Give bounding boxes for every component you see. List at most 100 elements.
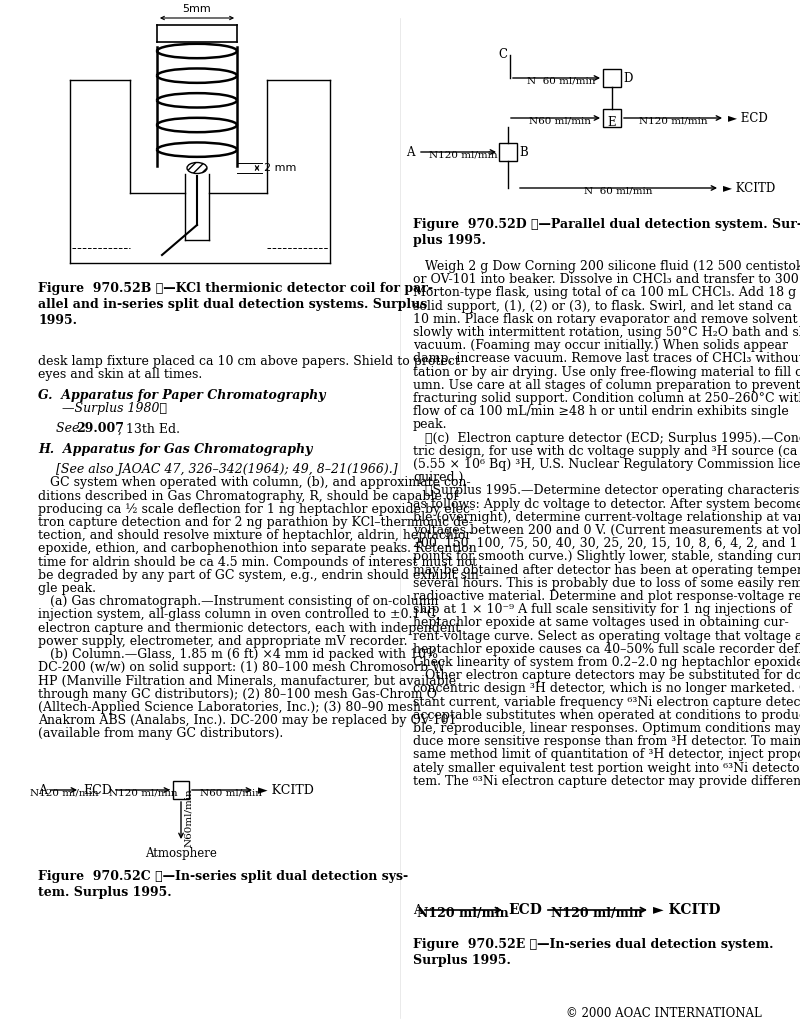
Bar bbox=[499, 143, 517, 161]
Text: (a) Gas chromatograph.—Instrument consisting of on-column: (a) Gas chromatograph.—Instrument consis… bbox=[38, 596, 438, 608]
Text: (5.55 × 10⁶ Bq) ³H, U.S. Nuclear Regulatory Commission license is re-: (5.55 × 10⁶ Bq) ³H, U.S. Nuclear Regulat… bbox=[413, 458, 800, 471]
Text: time for aldrin should be ca 4.5 min. Compounds of interest must not: time for aldrin should be ca 4.5 min. Co… bbox=[38, 555, 477, 569]
Bar bbox=[603, 109, 621, 127]
Text: ► KCITD: ► KCITD bbox=[723, 181, 775, 195]
Text: as follows: Apply dc voltage to detector. After system becomes sta-: as follows: Apply dc voltage to detector… bbox=[413, 497, 800, 511]
Text: A: A bbox=[413, 903, 422, 917]
Text: —Surplus 1980★: —Surplus 1980★ bbox=[38, 402, 167, 414]
Text: Anakrom ABS (Analabs, Inc.). DC-200 may be replaced by OV-101: Anakrom ABS (Analabs, Inc.). DC-200 may … bbox=[38, 714, 457, 727]
Text: ★(c)  Electron capture detector (ECD; Surplus 1995).—Concen-: ★(c) Electron capture detector (ECD; Sur… bbox=[413, 432, 800, 444]
Text: (b) Column.—Glass, 1.85 m (6 ft) ×4 mm id packed with 10%: (b) Column.—Glass, 1.85 m (6 ft) ×4 mm i… bbox=[38, 649, 438, 661]
Text: 200, 150, 100, 75, 50, 40, 30, 25, 20, 15, 10, 8, 6, 4, 2, and 1 provide: 200, 150, 100, 75, 50, 40, 30, 25, 20, 1… bbox=[413, 538, 800, 550]
Text: GC system when operated with column, (b), and approximate con-: GC system when operated with column, (b)… bbox=[38, 477, 470, 489]
Text: N120 ml/min: N120 ml/min bbox=[551, 906, 643, 920]
Text: N60 ml/min: N60 ml/min bbox=[200, 789, 262, 798]
Text: B: B bbox=[519, 145, 528, 159]
Text: fracturing solid support. Condition column at 250–260°C with N₂: fracturing solid support. Condition colu… bbox=[413, 392, 800, 405]
Text: N120 ml/min: N120 ml/min bbox=[429, 151, 498, 160]
Text: voltages between 200 and 0 V. (Current measurements at voltages of: voltages between 200 and 0 V. (Current m… bbox=[413, 524, 800, 537]
Text: ★Surplus 1995.—Determine detector operating characteristics: ★Surplus 1995.—Determine detector operat… bbox=[413, 485, 800, 497]
Text: tric design, for use with dc voltage supply and ³H source (ca 150 mCi: tric design, for use with dc voltage sup… bbox=[413, 444, 800, 458]
Text: N  60 ml/min: N 60 ml/min bbox=[526, 77, 595, 86]
Text: duce more sensitive response than from ³H detector. To maintain: duce more sensitive response than from ³… bbox=[413, 736, 800, 748]
Text: , 13th Ed.: , 13th Ed. bbox=[118, 423, 180, 435]
Text: or OV-101 into beaker. Dissolve in CHCl₃ and transfer to 300 mL: or OV-101 into beaker. Dissolve in CHCl₃… bbox=[413, 274, 800, 286]
Text: ► KCITD: ► KCITD bbox=[258, 783, 314, 797]
Text: 2 mm: 2 mm bbox=[264, 163, 296, 173]
Text: N120 ml/min: N120 ml/min bbox=[417, 906, 509, 920]
Text: umn. Use care at all stages of column preparation to prevent: umn. Use care at all stages of column pr… bbox=[413, 379, 800, 392]
Text: HP (Manville Filtration and Minerals, manufacturer, but available: HP (Manville Filtration and Minerals, ma… bbox=[38, 674, 456, 688]
Text: G.  Apparatus for Paper Chromatography: G. Apparatus for Paper Chromatography bbox=[38, 388, 326, 402]
Text: 5mm: 5mm bbox=[182, 4, 211, 15]
Text: H.  Apparatus for Gas Chromatography: H. Apparatus for Gas Chromatography bbox=[38, 442, 312, 456]
Text: N120 ml/min: N120 ml/min bbox=[109, 789, 178, 798]
Text: (available from many GC distributors).: (available from many GC distributors). bbox=[38, 727, 283, 741]
Text: ble, reproducible, linear responses. Optimum conditions may pro-: ble, reproducible, linear responses. Opt… bbox=[413, 722, 800, 735]
Text: stant current, variable frequency ⁶³Ni electron capture detectors are: stant current, variable frequency ⁶³Ni e… bbox=[413, 695, 800, 709]
Text: ditions described in Gas Chromatography, R, should be capable of: ditions described in Gas Chromatography,… bbox=[38, 490, 458, 502]
Text: Check linearity of system from 0.2–2.0 ng heptachlor epoxide.: Check linearity of system from 0.2–2.0 n… bbox=[413, 656, 800, 669]
Text: N  60 ml/min: N 60 ml/min bbox=[584, 188, 652, 196]
Text: E: E bbox=[608, 116, 616, 130]
Text: (Alltech-Applied Science Laboratories, Inc.); (3) 80–90 mesh: (Alltech-Applied Science Laboratories, I… bbox=[38, 700, 421, 714]
Text: ECD: ECD bbox=[508, 903, 542, 917]
Text: tron capture detection and for 2 ng parathion by KCl–thermionic de-: tron capture detection and for 2 ng para… bbox=[38, 516, 473, 529]
Text: ► KCITD: ► KCITD bbox=[653, 903, 721, 917]
Text: heptachlor epoxide causes ca 40–50% full scale recorder deflection.: heptachlor epoxide causes ca 40–50% full… bbox=[413, 642, 800, 656]
Text: N120 ml/min: N120 ml/min bbox=[638, 117, 707, 126]
Text: several hours. This is probably due to loss of some easily removed: several hours. This is probably due to l… bbox=[413, 577, 800, 589]
Text: Figure  970.52D ★—Parallel dual detection system. Sur-
plus 1995.: Figure 970.52D ★—Parallel dual detection… bbox=[413, 218, 800, 247]
Text: Figure  970.52E ★—In-series dual detection system.
Surplus 1995.: Figure 970.52E ★—In-series dual detectio… bbox=[413, 938, 774, 967]
Text: electron capture and thermionic detectors, each with independent: electron capture and thermionic detector… bbox=[38, 622, 460, 635]
Text: quired.): quired.) bbox=[413, 471, 463, 484]
Text: rent-voltage curve. Select as operating voltage that voltage at which: rent-voltage curve. Select as operating … bbox=[413, 630, 800, 642]
Text: gle peak.: gle peak. bbox=[38, 582, 96, 595]
Text: radioactive material. Determine and plot response-voltage relation-: radioactive material. Determine and plot… bbox=[413, 589, 800, 603]
Text: DC-200 (w/w) on solid support: (1) 80–100 mesh Chromosorb W: DC-200 (w/w) on solid support: (1) 80–10… bbox=[38, 661, 445, 674]
Text: © 2000 AOAC INTERNATIONAL: © 2000 AOAC INTERNATIONAL bbox=[566, 1007, 762, 1020]
Text: through many GC distributors); (2) 80–100 mesh Gas-Chrom Q: through many GC distributors); (2) 80–10… bbox=[38, 688, 437, 700]
Text: Weigh 2 g Dow Corning 200 silicone fluid (12 500 centistokes): Weigh 2 g Dow Corning 200 silicone fluid… bbox=[413, 260, 800, 274]
Text: ECD: ECD bbox=[83, 783, 112, 797]
Text: points for smooth curve.) Slightly lower, stable, standing current: points for smooth curve.) Slightly lower… bbox=[413, 550, 800, 564]
Text: vacuum. (Foaming may occur initially.) When solids appear: vacuum. (Foaming may occur initially.) W… bbox=[413, 339, 788, 352]
Text: eyes and skin at all times.: eyes and skin at all times. bbox=[38, 368, 202, 381]
Text: acceptable substitutes when operated at conditions to produce sta-: acceptable substitutes when operated at … bbox=[413, 709, 800, 722]
Text: D: D bbox=[623, 71, 632, 85]
Text: injection system, all-glass column in oven controlled to ±0.1°C,: injection system, all-glass column in ov… bbox=[38, 608, 440, 622]
Text: same method limit of quantitation of ³H detector, inject proportion-: same method limit of quantitation of ³H … bbox=[413, 748, 800, 761]
Text: solid support, (1), (2) or (3), to flask. Swirl, and let stand ca: solid support, (1), (2) or (3), to flask… bbox=[413, 299, 792, 313]
Bar bbox=[603, 69, 621, 87]
Text: Morton-type flask, using total of ca 100 mL CHCl₃. Add 18 g: Morton-type flask, using total of ca 100… bbox=[413, 286, 796, 299]
Text: slowly with intermittent rotation, using 50°C H₂O bath and slight: slowly with intermittent rotation, using… bbox=[413, 326, 800, 339]
Text: N60ml/min: N60ml/min bbox=[184, 788, 193, 847]
Text: ately smaller equivalent test portion weight into ⁶³Ni detector sys-: ately smaller equivalent test portion we… bbox=[413, 761, 800, 775]
Text: power supply, electrometer, and appropriate mV recorder.: power supply, electrometer, and appropri… bbox=[38, 635, 407, 648]
Text: A: A bbox=[406, 145, 415, 159]
Text: ble (overnight), determine current-voltage relationship at various: ble (overnight), determine current-volta… bbox=[413, 511, 800, 524]
Text: N60 ml/min: N60 ml/min bbox=[529, 117, 591, 126]
Text: 10 min. Place flask on rotary evaporator and remove solvent: 10 min. Place flask on rotary evaporator… bbox=[413, 313, 798, 325]
Text: tem. The ⁶³Ni electron capture detector may provide different: tem. The ⁶³Ni electron capture detector … bbox=[413, 775, 800, 787]
Text: be degraded by any part of GC system, e.g., endrin should exhibit sin-: be degraded by any part of GC system, e.… bbox=[38, 569, 483, 582]
Text: Figure  970.52C ★—In-series split dual detection sys-
tem. Surplus 1995.: Figure 970.52C ★—In-series split dual de… bbox=[38, 870, 408, 899]
Text: desk lamp fixture placed ca 10 cm above papers. Shield to protect: desk lamp fixture placed ca 10 cm above … bbox=[38, 355, 460, 368]
Text: tection, and should resolve mixture of heptachlor, aldrin, heptachlor: tection, and should resolve mixture of h… bbox=[38, 529, 471, 542]
Text: producing ca ½ scale deflection for 1 ng heptachlor epoxide by elec-: producing ca ½ scale deflection for 1 ng… bbox=[38, 502, 474, 516]
Text: ship at 1 × 10⁻⁹ A full scale sensitivity for 1 ng injections of: ship at 1 × 10⁻⁹ A full scale sensitivit… bbox=[413, 603, 792, 616]
Text: tation or by air drying. Use only free-flowing material to fill col-: tation or by air drying. Use only free-f… bbox=[413, 366, 800, 378]
Text: peak.: peak. bbox=[413, 419, 447, 431]
Text: Other electron capture detectors may be substituted for dc voltage: Other electron capture detectors may be … bbox=[413, 669, 800, 682]
Text: 29.007: 29.007 bbox=[76, 423, 124, 435]
Text: concentric design ³H detector, which is no longer marketed. Con-: concentric design ³H detector, which is … bbox=[413, 683, 800, 695]
Text: flow of ca 100 mL/min ≥48 h or until endrin exhibits single: flow of ca 100 mL/min ≥48 h or until end… bbox=[413, 405, 789, 419]
Text: N120 ml/min: N120 ml/min bbox=[30, 789, 98, 798]
Text: ► ECD: ► ECD bbox=[728, 112, 768, 124]
Ellipse shape bbox=[187, 163, 207, 173]
Text: Figure  970.52B ★—KCl thermionic detector coil for par-
allel and in-series spli: Figure 970.52B ★—KCl thermionic detector… bbox=[38, 282, 433, 327]
Text: C: C bbox=[498, 49, 507, 61]
Text: [See also JAOAC 47, 326–342(1964); 49, 8–21(1966).]: [See also JAOAC 47, 326–342(1964); 49, 8… bbox=[56, 463, 398, 477]
Text: Atmosphere: Atmosphere bbox=[145, 847, 217, 860]
Text: A: A bbox=[38, 783, 47, 797]
